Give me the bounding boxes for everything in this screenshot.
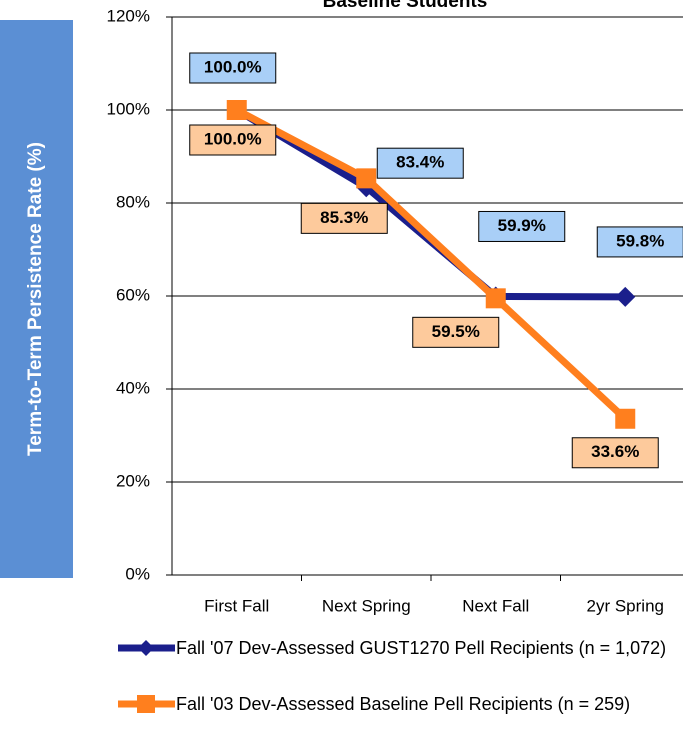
data-label: 59.5% <box>432 322 480 341</box>
y-axis-label: Term-to-Term Persistence Rate (%) <box>25 142 46 456</box>
data-label: 85.3% <box>320 208 368 227</box>
legend-marker <box>137 695 155 713</box>
marker <box>356 168 377 189</box>
legend-entry: Fall '07 Dev-Assessed GUST1270 Pell Reci… <box>176 638 667 658</box>
y-tick-label: 0% <box>125 564 150 583</box>
data-label-box <box>412 316 500 348</box>
data-label-box <box>300 202 388 234</box>
chart-title: Baseline Students <box>323 0 488 12</box>
marker <box>485 288 506 309</box>
data-label: 100.0% <box>204 129 262 148</box>
y-tick-label: 20% <box>116 471 150 490</box>
data-label-box <box>596 226 683 258</box>
legend-entry: Fall '03 Dev-Assessed Baseline Pell Reci… <box>176 694 631 714</box>
y-tick-label: 100% <box>107 99 150 118</box>
y-tick-label: 60% <box>116 285 150 304</box>
y-tick-label: 80% <box>116 192 150 211</box>
data-label: 83.4% <box>396 153 444 172</box>
data-label-box <box>189 52 277 84</box>
data-label-box <box>571 437 659 469</box>
ylabel-box <box>0 20 73 578</box>
y-tick-label: 120% <box>107 6 150 25</box>
data-label-box <box>189 124 277 156</box>
data-label: 33.6% <box>591 442 639 461</box>
x-tick-label: First Fall <box>204 596 269 615</box>
marker <box>615 408 636 429</box>
data-label-box <box>376 147 464 179</box>
marker <box>226 100 247 120</box>
data-label-box <box>478 210 566 242</box>
x-tick-label: Next Fall <box>462 596 529 615</box>
x-tick-label: Next Spring <box>322 596 411 615</box>
legend-marker <box>138 640 154 656</box>
y-tick-label: 40% <box>116 378 150 397</box>
x-tick-label: 2yr Spring <box>587 596 664 615</box>
data-label: 59.8% <box>616 231 664 250</box>
data-label: 59.9% <box>498 216 546 235</box>
marker <box>615 286 636 307</box>
series-line <box>235 106 628 422</box>
data-label: 100.0% <box>204 57 262 76</box>
